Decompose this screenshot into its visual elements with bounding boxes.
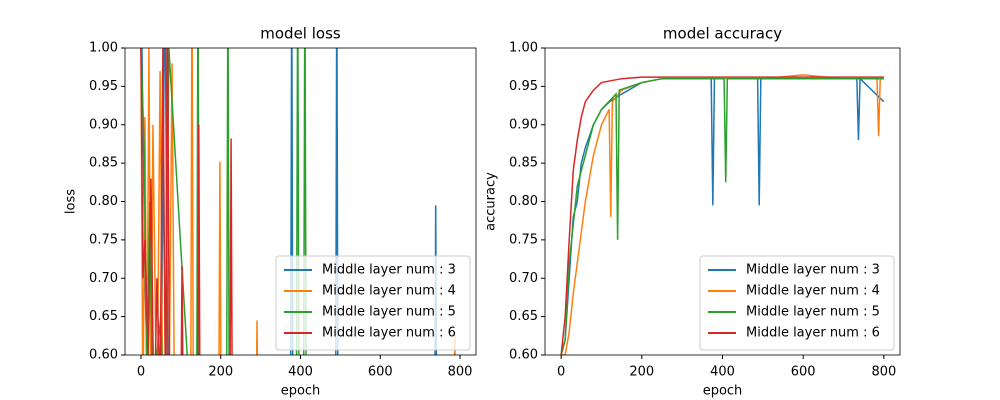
- y-tick-label: 0.90: [89, 117, 118, 132]
- y-tick-label: 1.00: [509, 41, 538, 56]
- subplot: model accuracy epoch accuracy 0 200 400 600 800…: [484, 25, 901, 399]
- x-tick-label: 400: [288, 365, 313, 380]
- x-tick-label: 800: [871, 365, 896, 380]
- x-axis-label: epoch: [703, 384, 743, 399]
- y-tick-label: 0.95: [509, 79, 538, 94]
- x-tick-label: 0: [557, 365, 565, 380]
- legend-label: Middle layer num : 6: [746, 326, 880, 341]
- legend: Middle layer num : 3 Middle layer num : 4…: [275, 255, 471, 351]
- y-tick-label: 1.00: [89, 41, 118, 56]
- x-tick-label: 200: [208, 365, 233, 380]
- y-tick-label: 0.80: [89, 194, 118, 209]
- x-tick-label: 600: [791, 365, 816, 380]
- plot-area: [560, 74, 885, 355]
- y-tick-label: 0.85: [509, 156, 538, 171]
- legend-box: [699, 255, 895, 351]
- y-tick-label: 0.80: [509, 194, 538, 209]
- y-tick-label: 0.65: [89, 309, 118, 324]
- x-tick-label: 400: [710, 365, 735, 380]
- legend-label: Middle layer num : 6: [322, 326, 456, 341]
- axes-frame: [124, 47, 477, 356]
- legend-box: [275, 255, 471, 351]
- y-tick-label: 0.70: [89, 271, 118, 286]
- series-line: [140, 48, 233, 355]
- legend: Middle layer num : 3 Middle layer num : 4…: [699, 255, 895, 351]
- y-tick-label: 0.75: [89, 232, 118, 247]
- legend-label: Middle layer num : 3: [322, 263, 456, 278]
- y-axis-label: loss: [64, 189, 79, 214]
- series-line: [560, 76, 884, 355]
- axes-frame: [544, 47, 901, 356]
- y-tick-label: 0.85: [89, 156, 118, 171]
- legend-label: Middle layer num : 4: [322, 284, 456, 299]
- chart-title: model accuracy: [663, 25, 782, 43]
- y-tick-label: 0.60: [509, 348, 538, 363]
- x-axis-label: epoch: [281, 384, 321, 399]
- legend-label: Middle layer num : 5: [746, 305, 880, 320]
- y-tick-label: 0.70: [509, 271, 538, 286]
- legend-label: Middle layer num : 3: [746, 263, 880, 278]
- series-line: [140, 48, 456, 355]
- x-tick-label: 0: [137, 365, 145, 380]
- plot-area: [140, 48, 456, 355]
- y-tick-label: 0.95: [89, 79, 118, 94]
- y-tick-label: 0.60: [89, 348, 118, 363]
- legend-label: Middle layer num : 4: [746, 284, 880, 299]
- chart-title: model loss: [260, 25, 341, 43]
- x-tick-label: 200: [629, 365, 654, 380]
- x-tick-label: 800: [448, 365, 473, 380]
- y-tick-label: 0.75: [509, 232, 538, 247]
- x-tick-label: 600: [368, 365, 393, 380]
- y-tick-label: 0.65: [509, 309, 538, 324]
- series-line: [560, 77, 884, 355]
- y-axis-label: accuracy: [484, 172, 499, 231]
- legend-label: Middle layer num : 5: [322, 305, 456, 320]
- y-tick-label: 0.90: [509, 117, 538, 132]
- subplot: model loss epoch loss 0 200 400 600 800 0.60 0.65…: [64, 25, 477, 399]
